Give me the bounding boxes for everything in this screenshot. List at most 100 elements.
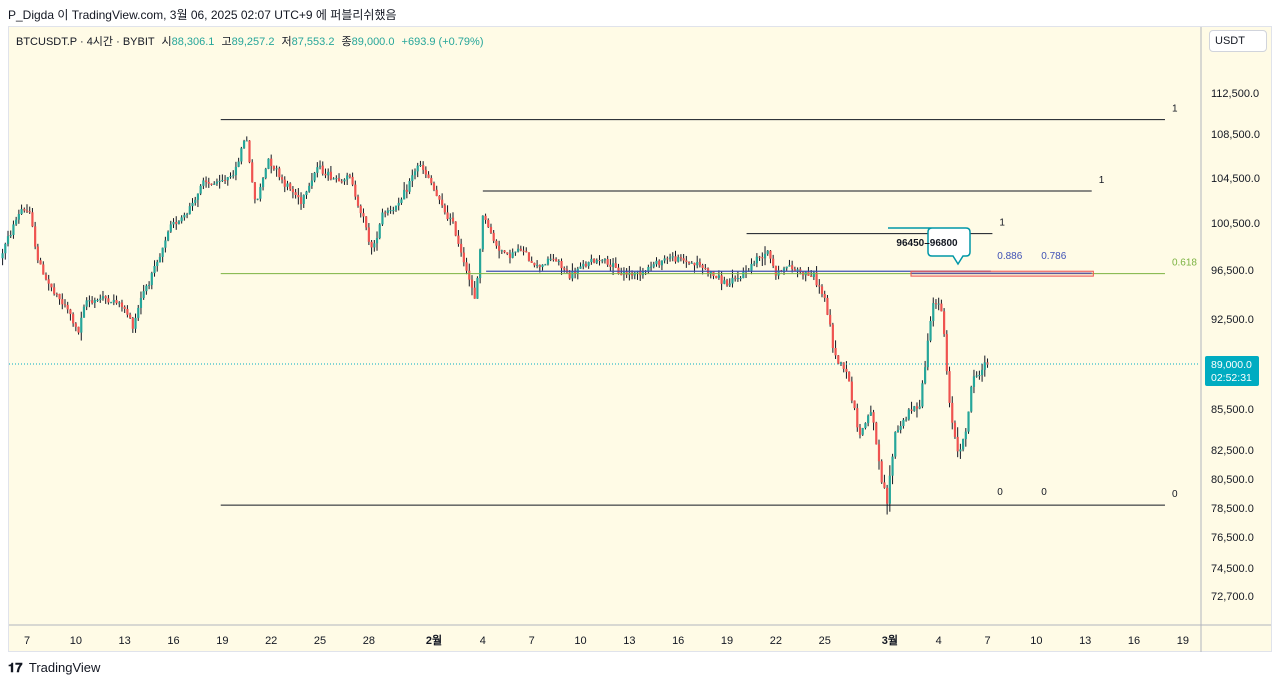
candle-body <box>913 406 916 411</box>
candle-body <box>335 178 338 180</box>
candle-body <box>218 180 221 182</box>
candle-body <box>82 306 86 318</box>
candle-body <box>503 250 506 253</box>
candle-body <box>270 158 273 167</box>
candle-body <box>403 189 406 200</box>
price-chart[interactable]: 1 1 1 0.618 0 0.886 0.786 0 0 112,500.0 108,500.0… <box>0 26 1280 652</box>
candle-body <box>394 205 398 211</box>
high-value: 89,257.2 <box>231 36 275 48</box>
candle-body <box>815 272 818 286</box>
candle-body <box>36 246 39 261</box>
candle-body <box>153 266 156 274</box>
candle-body <box>514 251 517 253</box>
candle-body <box>506 252 509 254</box>
candle-body <box>169 224 172 232</box>
candle-body <box>823 294 826 298</box>
candle-body <box>392 210 395 212</box>
candle-body <box>772 258 775 266</box>
candle-body <box>614 263 617 268</box>
candle-body <box>413 171 417 176</box>
candle-body <box>758 256 761 258</box>
candle-body <box>793 269 796 272</box>
candle-body <box>655 260 658 265</box>
candle-body <box>861 428 864 435</box>
candle-body <box>283 179 286 187</box>
time-tick-label: 2월 <box>426 633 442 647</box>
candle-body <box>229 176 232 178</box>
candle-body <box>587 262 590 267</box>
candle-body <box>715 275 718 278</box>
candle-body <box>468 270 471 280</box>
candle-body <box>498 245 501 251</box>
time-tick-label: 7 <box>24 635 30 647</box>
candle-body <box>278 168 281 178</box>
candle-body <box>902 419 905 427</box>
candle-body <box>951 402 954 423</box>
price-tick-label: 104,500.0 <box>1211 173 1260 185</box>
candle-body <box>899 426 902 430</box>
candle-body <box>31 212 34 227</box>
time-tick-label: 4 <box>936 635 942 647</box>
candle-body <box>479 249 482 279</box>
candle-body <box>560 260 563 269</box>
candle-body <box>316 167 319 173</box>
candle-body <box>755 256 758 264</box>
candle-body <box>541 264 544 268</box>
candle-body <box>112 299 115 303</box>
currency-button[interactable]: USDT <box>1209 30 1267 52</box>
candle-body <box>196 193 200 200</box>
candle-body <box>367 227 370 242</box>
candle-body <box>416 165 419 172</box>
candle-body <box>137 307 140 318</box>
candle-body <box>93 300 96 303</box>
candle-body <box>649 266 653 268</box>
candle-body <box>164 240 167 248</box>
candle-body <box>742 271 745 279</box>
candle-body <box>948 371 951 403</box>
candle-body <box>23 209 26 211</box>
candle-body <box>894 432 897 457</box>
candle-body <box>180 217 183 222</box>
candle-body <box>796 269 799 272</box>
candle-body <box>204 180 208 183</box>
price-tick-label: 108,500.0 <box>1211 129 1260 141</box>
candle-body <box>213 183 216 185</box>
fib-level-label: 1 <box>1172 104 1178 115</box>
candle-body <box>557 260 560 262</box>
callout-bubble <box>888 227 971 266</box>
candle-body <box>850 381 853 401</box>
candle-body <box>869 412 872 416</box>
candle-body <box>215 181 219 184</box>
candle-body <box>734 277 737 279</box>
candle-body <box>926 340 929 368</box>
candle-body <box>964 431 967 440</box>
candle-body <box>536 264 539 266</box>
candle-body <box>736 278 739 280</box>
candle-body <box>107 298 110 303</box>
candle-body <box>129 314 132 318</box>
candle-body <box>63 304 67 306</box>
candle-body <box>476 278 479 299</box>
candle-body <box>237 161 240 167</box>
time-tick-label: 25 <box>314 635 326 647</box>
candle-body <box>441 199 444 206</box>
candle-body <box>473 287 476 299</box>
time-tick-label: 16 <box>672 635 684 647</box>
attribution-text: P_Digda 이 TradingView.com, 3월 06, 2025 0… <box>8 8 397 22</box>
candle-body <box>348 175 351 177</box>
candle-body <box>381 212 384 225</box>
candle-body <box>867 415 870 424</box>
time-axis: 7 10 13 16 19 22 25 28 2월 4 7 10 13 16 19 22 25 3월 4 7 10 13 1… <box>24 633 1189 647</box>
candle-body <box>937 303 940 305</box>
candle-body <box>373 243 376 248</box>
candle-body <box>332 178 335 180</box>
candle-body <box>886 487 889 504</box>
time-tick-label: 16 <box>167 635 179 647</box>
candle-body <box>53 287 56 294</box>
candle-body <box>6 236 10 244</box>
candle-body <box>199 185 202 194</box>
fib-level-label: 0.618 <box>1172 258 1197 269</box>
candle-body <box>921 383 924 407</box>
candle-body <box>818 285 821 287</box>
candle-body <box>812 272 815 277</box>
